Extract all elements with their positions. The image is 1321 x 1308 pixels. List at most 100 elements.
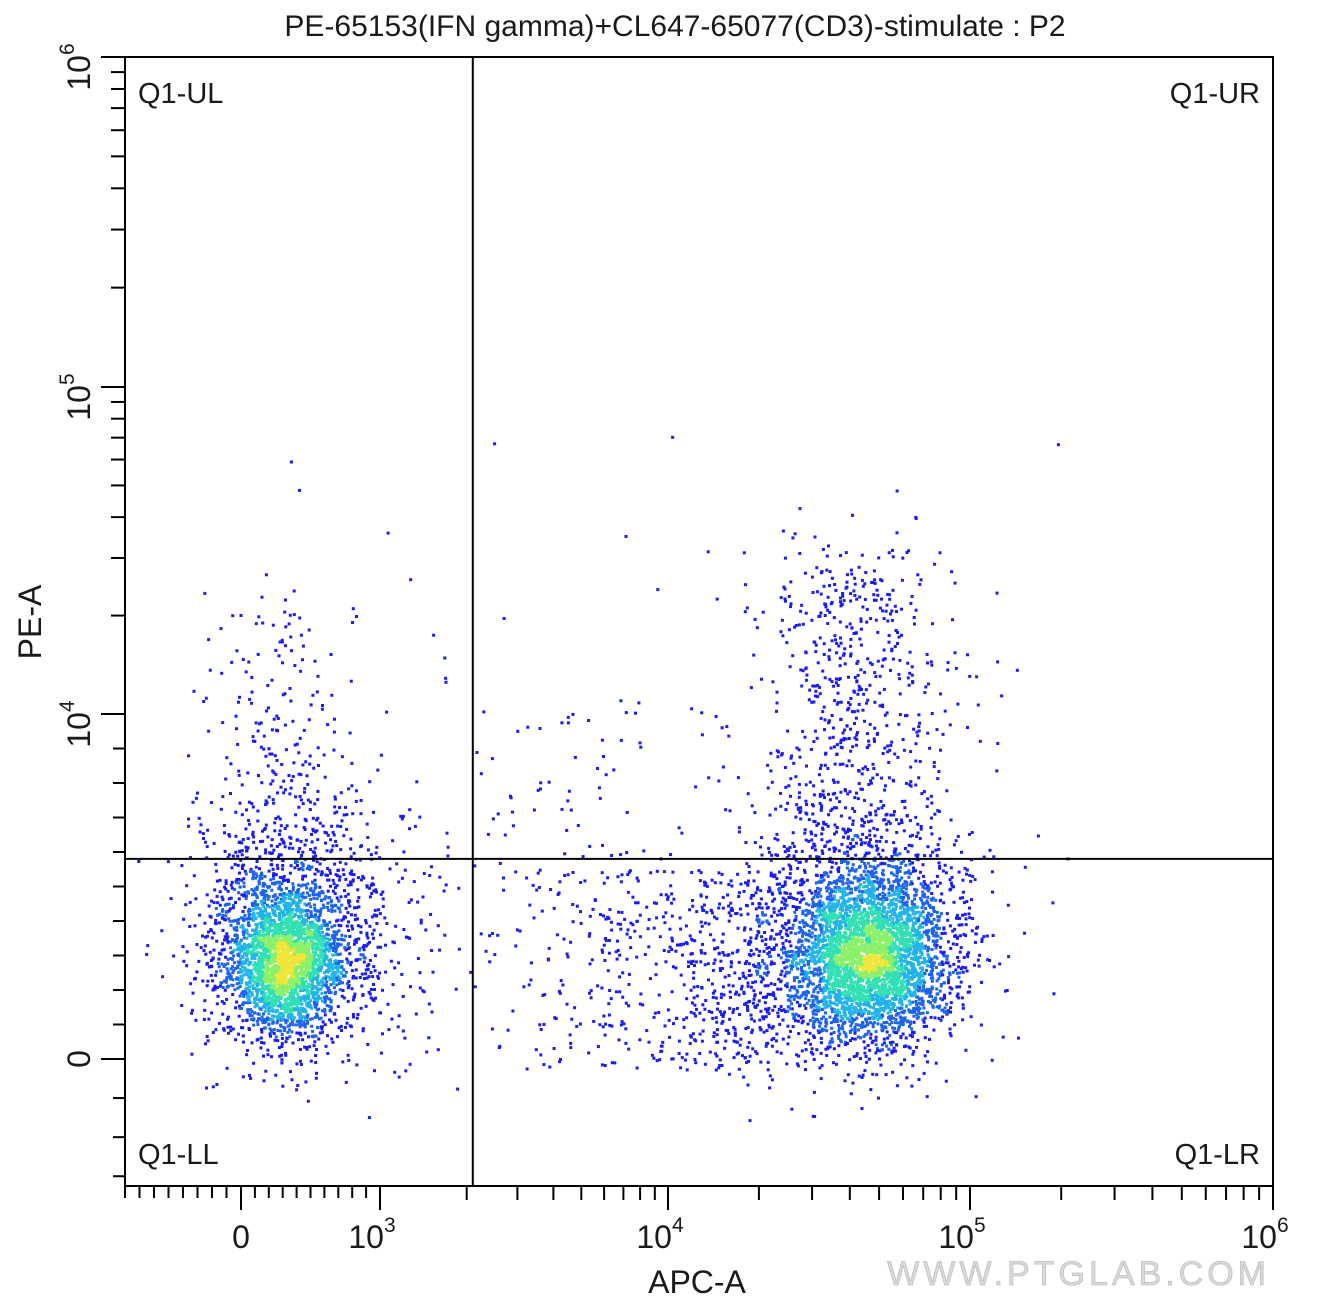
event-dot [364, 919, 368, 922]
event-dot [214, 862, 218, 866]
event-dot [284, 954, 288, 958]
event-dot [235, 878, 239, 882]
event-dot [311, 991, 315, 994]
event-dot [373, 1069, 376, 1073]
event-dot [318, 941, 322, 945]
event-dot [265, 935, 269, 939]
event-dot [284, 947, 288, 951]
event-dot [250, 953, 254, 957]
event-dot [312, 923, 316, 927]
event-dot [297, 850, 300, 854]
event-dot [307, 943, 311, 947]
event-dot [221, 942, 224, 946]
event-dot [280, 951, 284, 955]
event-dot [308, 1045, 312, 1049]
event-dot [365, 822, 369, 826]
event-dot [225, 756, 229, 760]
event-dot [854, 913, 858, 917]
event-dot [222, 1027, 226, 1031]
event-dot [262, 987, 266, 991]
event-dot [237, 891, 241, 895]
event-dot [846, 908, 850, 912]
event-dot [327, 943, 330, 947]
event-dot [807, 929, 811, 933]
event-dot [270, 728, 274, 732]
event-dot [933, 880, 937, 884]
event-dot [878, 902, 882, 906]
event-dot [254, 872, 258, 876]
event-dot [312, 855, 316, 859]
event-dot [314, 926, 318, 930]
event-dot [218, 952, 222, 956]
event-dot [354, 799, 358, 803]
event-dot [305, 941, 309, 945]
event-dot [275, 1021, 279, 1025]
event-dot [246, 1011, 250, 1015]
event-dot [282, 900, 286, 904]
event-dot [326, 833, 330, 837]
event-dot [241, 916, 245, 920]
event-dot [916, 983, 920, 987]
event-dot [369, 988, 373, 991]
event-dot [290, 779, 294, 783]
event-dot [988, 848, 992, 852]
event-dot [907, 953, 911, 956]
event-dot [353, 918, 357, 922]
event-dot [303, 1045, 307, 1049]
event-dot [293, 743, 297, 747]
event-dot [215, 1083, 219, 1086]
event-dot [368, 924, 372, 928]
event-dot [294, 942, 298, 946]
event-dot [237, 947, 241, 951]
event-dot [880, 881, 884, 885]
event-dot [291, 1041, 295, 1045]
event-dot [276, 937, 280, 941]
event-dot [318, 911, 322, 915]
event-dot [330, 973, 334, 977]
event-dot [355, 906, 359, 910]
event-dot [305, 995, 309, 999]
event-dot [366, 936, 370, 940]
event-dot [284, 896, 288, 900]
event-dot [307, 864, 311, 868]
event-dot [272, 872, 276, 876]
event-dot [271, 959, 275, 963]
event-dot [909, 1022, 912, 1026]
event-dot [250, 802, 254, 806]
event-dot [222, 979, 226, 983]
event-dot [324, 841, 327, 845]
event-dot [319, 1016, 323, 1020]
event-dot [938, 915, 942, 919]
event-dot [319, 947, 323, 951]
event-dot [957, 959, 961, 963]
event-dot [316, 789, 320, 793]
event-dot [333, 933, 337, 937]
event-dot [284, 748, 288, 752]
event-dot [255, 895, 259, 899]
event-dot [312, 994, 316, 998]
event-dot [239, 614, 243, 617]
event-dot [308, 1017, 312, 1021]
event-dot [355, 615, 358, 618]
event-dot [251, 978, 255, 982]
event-dot [210, 936, 214, 940]
event-dot [313, 1040, 317, 1044]
event-dot [325, 932, 329, 936]
event-dot [207, 930, 210, 934]
event-dot [330, 1037, 334, 1041]
event-dot [280, 958, 284, 962]
event-dot [315, 987, 319, 991]
event-dot [350, 913, 353, 917]
event-dot [304, 964, 308, 968]
event-dot [331, 975, 335, 979]
event-dot [421, 989, 425, 993]
event-dot [256, 978, 260, 982]
event-dot [275, 845, 279, 848]
event-dot [419, 918, 423, 922]
event-dot [206, 1039, 210, 1043]
event-dot [336, 953, 340, 956]
event-dot [314, 1076, 318, 1080]
event-dot [261, 998, 265, 1002]
event-dot [241, 945, 245, 949]
event-dot [759, 980, 763, 984]
